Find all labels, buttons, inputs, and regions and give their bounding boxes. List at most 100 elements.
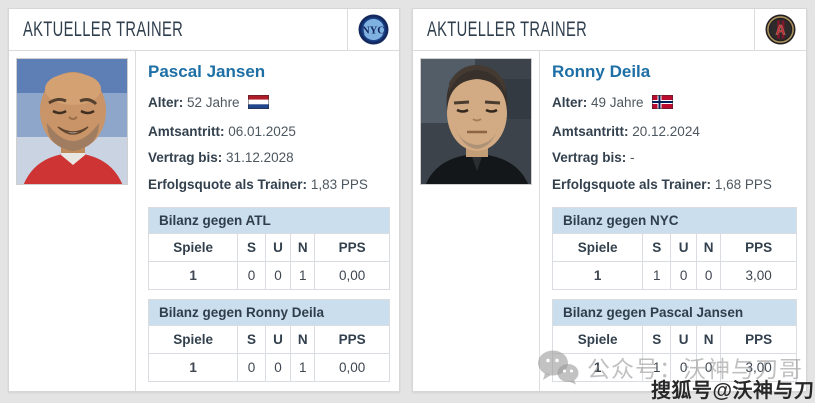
col-unentschieden: U — [670, 232, 697, 262]
appointed-value: 20.12.2024 — [632, 123, 700, 139]
age-label: Alter: — [148, 95, 184, 110]
atlanta-united-logo: A — [765, 14, 796, 45]
card-header: AKTUELLER TRAINER NYC — [9, 9, 399, 51]
niederlagen-value: 0 — [695, 260, 722, 290]
trainer-details: Pascal Jansen Alter: 52 Jahre Amtsa — [136, 51, 399, 391]
col-unentschieden: U — [264, 232, 292, 262]
appointed-value: 06.01.2025 — [228, 123, 296, 139]
niederlagen-value: 0 — [695, 352, 722, 382]
col-niederlagen: N — [695, 324, 722, 354]
unentschieden-value: 0 — [670, 352, 697, 382]
pps-line: Erfolgsquote als Trainer: 1,68 PPS — [552, 177, 797, 192]
netherlands-flag — [248, 95, 270, 112]
norway-flag — [652, 95, 674, 112]
bilanz-title: Bilanz gegen Ronny Deila — [148, 298, 390, 326]
bilanz-tables: Bilanz gegen ATL Spiele S U N PPS 1 0 0 — [147, 206, 390, 382]
pps-value: 1,68 PPS — [714, 176, 772, 192]
contract-label: Vertrag bis: — [552, 150, 627, 165]
unentschieden-value: 0 — [670, 260, 697, 290]
pps-table-value: 3,00 — [720, 352, 797, 382]
club-logo-cell[interactable]: NYC — [347, 9, 399, 50]
svg-text:A: A — [775, 22, 785, 38]
col-spiele: Spiele — [551, 324, 644, 354]
col-siege: S — [237, 232, 266, 262]
trainer-name-link[interactable]: Ronny Deila — [552, 62, 651, 81]
col-niederlagen: N — [290, 324, 316, 354]
trainer-photo-cell — [9, 51, 136, 391]
spiele-value-link[interactable]: 1 — [551, 260, 644, 290]
niederlagen-value: 1 — [290, 352, 316, 382]
card-title: AKTUELLER TRAINER — [413, 9, 754, 50]
pps-table-value: 3,00 — [720, 260, 797, 290]
col-niederlagen: N — [290, 232, 316, 262]
col-pps: PPS — [314, 324, 390, 354]
pps-table-value: 0,00 — [314, 260, 390, 290]
bilanz-table-vs-trainer: Bilanz gegen Pascal Jansen Spiele S U N … — [551, 298, 797, 382]
col-niederlagen: N — [695, 232, 722, 262]
spiele-value-link[interactable]: 1 — [147, 352, 239, 382]
siege-value: 0 — [237, 260, 266, 290]
contract-value: 31.12.2028 — [226, 150, 294, 165]
trainer-name-link[interactable]: Pascal Jansen — [148, 62, 266, 81]
spiele-value-link[interactable]: 1 — [551, 352, 644, 382]
bilanz-table-vs-trainer: Bilanz gegen Ronny Deila Spiele S U N PP… — [147, 298, 390, 382]
unentschieden-value: 0 — [264, 352, 292, 382]
appointed-label: Amtsantritt: — [148, 123, 225, 139]
age-line: Alter: 49 Jahre — [552, 95, 797, 112]
card-body: Ronny Deila Alter: 49 Jahre — [413, 51, 806, 391]
bilanz-table-vs-club: Bilanz gegen NYC Spiele S U N PPS 1 1 0 — [551, 206, 797, 290]
card-title: AKTUELLER TRAINER — [9, 9, 347, 50]
age-value: 52 Jahre — [187, 95, 240, 110]
spiele-value-link[interactable]: 1 — [147, 260, 239, 290]
age-value: 49 Jahre — [591, 95, 644, 110]
col-unentschieden: U — [264, 324, 292, 354]
col-unentschieden: U — [670, 324, 697, 354]
siege-value: 1 — [642, 352, 672, 382]
card-header: AKTUELLER TRAINER A — [413, 9, 806, 51]
contract-line: Vertrag bis: - — [552, 150, 797, 165]
age-line: Alter: 52 Jahre — [148, 95, 390, 112]
club-logo-cell[interactable]: A — [754, 9, 806, 50]
trainer-details: Ronny Deila Alter: 49 Jahre — [540, 51, 806, 391]
trainer-card-nycfc: AKTUELLER TRAINER NYC — [8, 8, 400, 392]
bilanz-title: Bilanz gegen Pascal Jansen — [552, 298, 797, 326]
niederlagen-value: 1 — [290, 260, 316, 290]
pascal-jansen-portrait — [17, 59, 127, 184]
col-pps: PPS — [314, 232, 390, 262]
card-body: Pascal Jansen Alter: 52 Jahre Amtsa — [9, 51, 399, 391]
trainer-photo-cell — [413, 51, 540, 391]
col-siege: S — [237, 324, 266, 354]
contract-label: Vertrag bis: — [148, 150, 223, 165]
col-spiele: Spiele — [147, 324, 239, 354]
svg-text:NYC: NYC — [362, 26, 385, 37]
col-spiele: Spiele — [147, 232, 239, 262]
pps-line: Erfolgsquote als Trainer: 1,83 PPS — [148, 177, 390, 192]
new-york-city-fc-logo: NYC — [358, 14, 389, 45]
col-pps: PPS — [720, 232, 797, 262]
siege-value: 1 — [642, 260, 672, 290]
bilanz-title: Bilanz gegen ATL — [148, 206, 390, 234]
trainer-card-atlanta: AKTUELLER TRAINER A — [412, 8, 807, 392]
card-title-text: AKTUELLER TRAINER — [427, 18, 588, 41]
bilanz-tables: Bilanz gegen NYC Spiele S U N PPS 1 1 0 — [551, 206, 797, 382]
bilanz-title: Bilanz gegen NYC — [552, 206, 797, 234]
trainer-photo[interactable] — [16, 58, 128, 185]
pps-value: 1,83 PPS — [310, 176, 368, 192]
age-label: Alter: — [552, 95, 588, 110]
contract-value: - — [630, 150, 635, 165]
pps-table-value: 0,00 — [314, 352, 390, 382]
siege-value: 0 — [237, 352, 266, 382]
unentschieden-value: 0 — [264, 260, 292, 290]
bilanz-table-vs-club: Bilanz gegen ATL Spiele S U N PPS 1 0 0 — [147, 206, 390, 290]
pps-label: Erfolgsquote als Trainer: — [148, 176, 308, 192]
appointed-label: Amtsantritt: — [552, 123, 629, 139]
col-siege: S — [642, 232, 672, 262]
trainer-photo[interactable] — [420, 58, 532, 185]
appointed-line: Amtsantritt: 20.12.2024 — [552, 124, 797, 139]
ronny-deila-portrait — [421, 59, 531, 184]
pps-label: Erfolgsquote als Trainer: — [552, 176, 712, 192]
col-pps: PPS — [720, 324, 797, 354]
contract-line: Vertrag bis: 31.12.2028 — [148, 150, 390, 165]
col-siege: S — [642, 324, 672, 354]
